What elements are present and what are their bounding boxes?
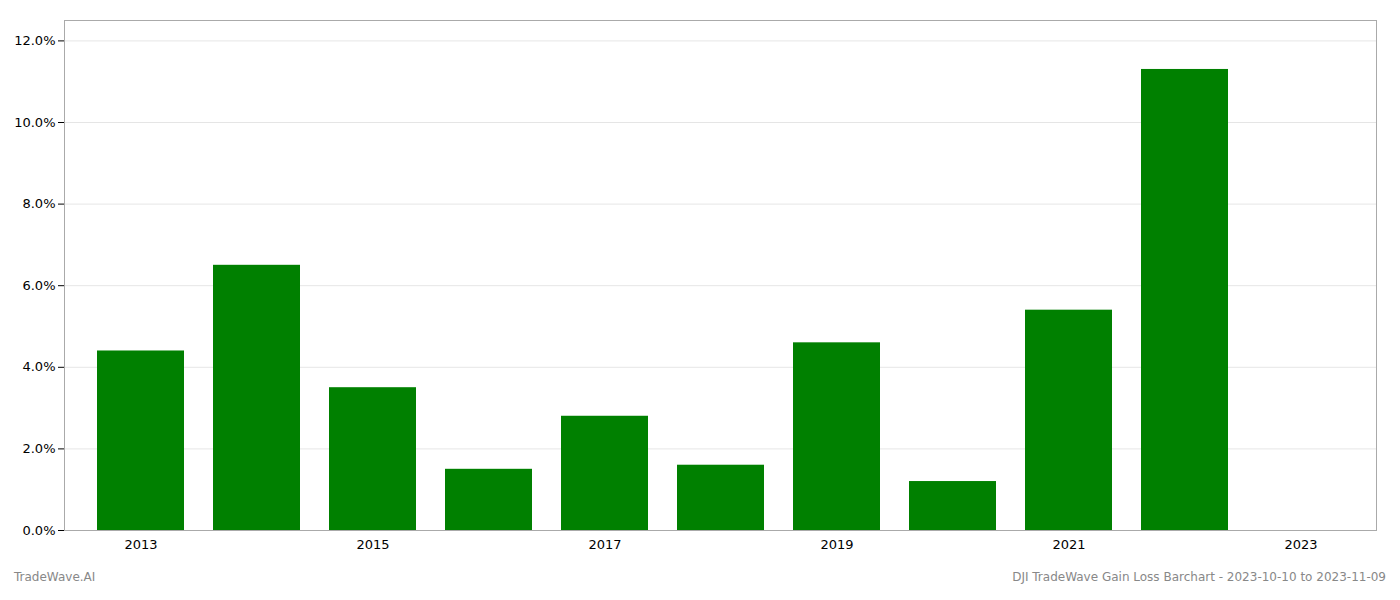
svg-text:12.0%: 12.0% xyxy=(14,33,55,48)
svg-text:4.0%: 4.0% xyxy=(22,359,55,374)
svg-text:2013: 2013 xyxy=(124,537,157,552)
svg-text:2023: 2023 xyxy=(1284,537,1317,552)
html-text:TradeWave.AI: TradeWave.AI xyxy=(14,570,96,584)
svg-text:8.0%: 8.0% xyxy=(22,196,55,211)
svg-text:10.0%: 10.0% xyxy=(14,115,55,130)
svg-text:2017: 2017 xyxy=(588,537,621,552)
svg-text:2015: 2015 xyxy=(356,537,389,552)
svg-text:2021: 2021 xyxy=(1052,537,1085,552)
html-text:DJI TradeWave Gain Loss Barcha: DJI TradeWave Gain Loss Barchart - 2023-… xyxy=(1012,570,1386,584)
svg-text:2.0%: 2.0% xyxy=(22,441,55,456)
svg-text:6.0%: 6.0% xyxy=(22,278,55,293)
svg-text:2019: 2019 xyxy=(820,537,853,552)
svg-text:0.0%: 0.0% xyxy=(22,523,55,538)
